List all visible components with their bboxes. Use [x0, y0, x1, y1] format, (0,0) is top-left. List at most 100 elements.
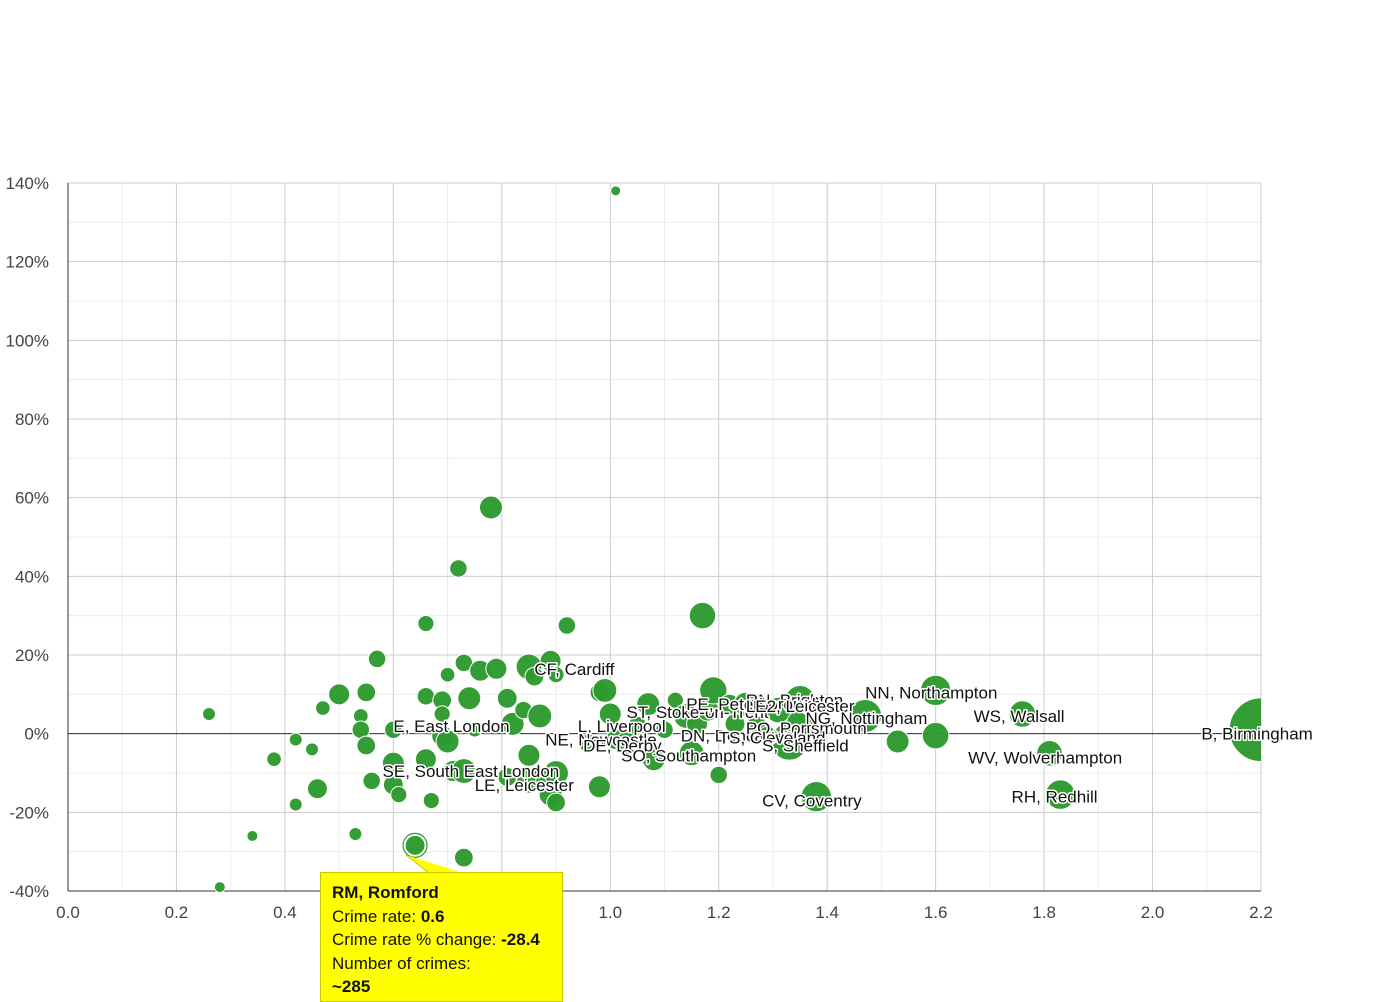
- data-point[interactable]: [288, 797, 303, 812]
- data-point[interactable]: [699, 676, 728, 705]
- data-point[interactable]: [733, 691, 759, 717]
- data-point[interactable]: [414, 748, 437, 771]
- data-point[interactable]: [305, 742, 319, 757]
- point-label: LE2, Leicester: [746, 697, 855, 716]
- data-point[interactable]: [435, 729, 460, 754]
- data-point[interactable]: [450, 758, 477, 784]
- data-point[interactable]: [598, 702, 622, 726]
- y-tick-label: -20%: [9, 803, 49, 822]
- point-label: RH, Redhill: [1012, 788, 1098, 807]
- data-point[interactable]: [666, 691, 684, 709]
- data-point[interactable]: [384, 720, 403, 739]
- data-point[interactable]: [1036, 740, 1063, 767]
- data-point[interactable]: [587, 775, 611, 799]
- data-point[interactable]: [527, 703, 553, 729]
- x-tick-label: 2.0: [1141, 903, 1165, 922]
- data-point[interactable]: [381, 751, 405, 775]
- point-label: S, Sheffield: [762, 736, 849, 755]
- data-point[interactable]: [1045, 779, 1076, 810]
- data-point[interactable]: [517, 743, 541, 767]
- point-label: NN, Northampton: [865, 683, 997, 702]
- data-point[interactable]: [785, 709, 815, 738]
- data-point[interactable]: [315, 700, 331, 716]
- point-label: CF, Cardiff: [534, 660, 614, 679]
- data-point[interactable]: [367, 649, 387, 669]
- data-point[interactable]: [592, 677, 618, 703]
- data-point[interactable]: [416, 687, 436, 706]
- y-tick-label: -40%: [9, 882, 49, 901]
- data-point[interactable]: [578, 733, 599, 754]
- major-gridlines: [67, 182, 1262, 892]
- data-point[interactable]: [500, 711, 525, 736]
- data-point[interactable]: [543, 760, 569, 786]
- data-point[interactable]: [213, 881, 226, 894]
- data-point[interactable]: [422, 791, 440, 810]
- data-point[interactable]: [485, 657, 508, 680]
- data-point[interactable]: [449, 559, 468, 578]
- point-label: ST, Stoke-on-Trent: [627, 703, 769, 722]
- data-point[interactable]: [678, 740, 705, 767]
- x-tick-label: 0.2: [165, 903, 189, 922]
- data-point[interactable]: [885, 729, 910, 754]
- data-point[interactable]: [546, 792, 566, 813]
- data-point[interactable]: [724, 713, 746, 735]
- data-point[interactable]: [417, 614, 435, 633]
- data-point[interactable]: [627, 715, 648, 736]
- y-tick-label: 100%: [6, 331, 49, 350]
- data-point[interactable]: [439, 666, 456, 683]
- data-point[interactable]: [328, 683, 351, 706]
- data-point[interactable]: [246, 829, 259, 842]
- point-label: RN, Brighton: [746, 691, 843, 710]
- data-point[interactable]: [1228, 697, 1293, 763]
- data-point[interactable]: [655, 720, 674, 739]
- point-label: PE, Peterborough: [686, 695, 821, 714]
- data-point[interactable]: [202, 707, 216, 721]
- data-point[interactable]: [356, 682, 377, 703]
- data-point[interactable]: [307, 778, 328, 800]
- data-point[interactable]: [453, 847, 474, 868]
- data-point[interactable]: [524, 666, 545, 687]
- data-point[interactable]: [496, 687, 518, 709]
- data-point[interactable]: [404, 834, 426, 856]
- tooltip-change-label: Crime rate % change:: [332, 930, 497, 949]
- data-point[interactable]: [390, 786, 408, 804]
- data-point[interactable]: [921, 721, 950, 750]
- point-label: WV, Wolverhampton: [968, 748, 1122, 767]
- data-point[interactable]: [557, 616, 577, 635]
- tooltip-change-value: -28.4: [501, 930, 540, 949]
- point-label: LE, Leicester: [475, 776, 575, 795]
- data-point[interactable]: [610, 185, 622, 197]
- data-point[interactable]: [547, 666, 565, 684]
- highlight-ring: [402, 832, 428, 858]
- y-tick-label: 0%: [24, 725, 49, 744]
- point-label: SE, South East London: [383, 762, 560, 781]
- data-point[interactable]: [457, 686, 482, 711]
- data-point[interactable]: [433, 705, 451, 723]
- point-label: E, East London: [393, 717, 509, 736]
- y-tick-label: 20%: [15, 646, 49, 665]
- data-point[interactable]: [288, 732, 303, 747]
- data-point[interactable]: [848, 698, 883, 733]
- data-point[interactable]: [497, 767, 518, 787]
- x-tick-label: 1.2: [707, 903, 731, 922]
- data-point[interactable]: [688, 601, 717, 630]
- data-point[interactable]: [348, 826, 363, 841]
- data-point[interactable]: [919, 674, 952, 707]
- data-points[interactable]: [202, 185, 1293, 894]
- data-point[interactable]: [1008, 700, 1037, 728]
- data-point[interactable]: [709, 765, 728, 785]
- data-point[interactable]: [800, 780, 832, 813]
- tooltip-rate-label: Crime rate:: [332, 906, 417, 926]
- data-point[interactable]: [478, 495, 503, 520]
- data-point[interactable]: [356, 735, 377, 756]
- data-point[interactable]: [614, 731, 639, 756]
- point-label: SO, Southampton: [621, 746, 756, 765]
- data-point[interactable]: [636, 692, 661, 717]
- data-point[interactable]: [466, 721, 483, 738]
- data-point[interactable]: [362, 771, 381, 791]
- tick-labels: 0.00.20.40.60.81.01.21.41.61.82.02.2-40%…: [6, 174, 1273, 922]
- x-tick-label: 2.2: [1249, 903, 1273, 922]
- data-point[interactable]: [641, 747, 666, 772]
- y-tick-label: 40%: [15, 567, 49, 586]
- data-point[interactable]: [266, 751, 282, 768]
